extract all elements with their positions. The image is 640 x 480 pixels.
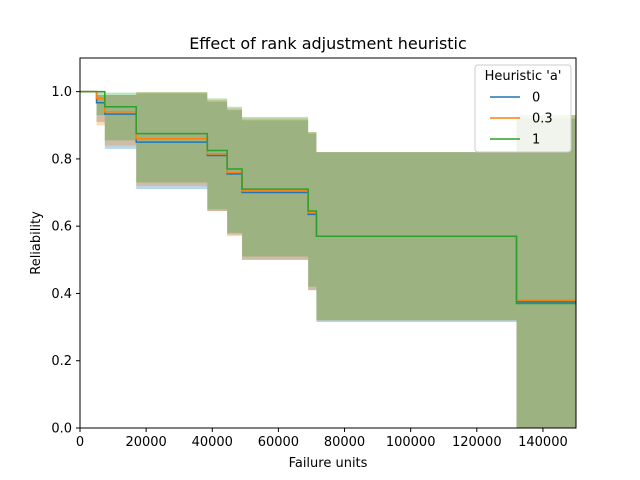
x-axis-label: Failure units [289,456,368,471]
legend-label-series-1: 0.3 [532,112,553,127]
x-tick-label: 80000 [324,435,365,450]
y-tick-label: 0.2 [51,354,72,369]
confidence-band-series-2 [80,91,576,428]
x-tick-label: 100000 [386,435,436,450]
y-tick-label: 0.0 [51,422,72,437]
x-tick-label: 0 [76,435,84,450]
x-tick-label: 120000 [452,435,502,450]
legend-label-series-2: 1 [532,133,540,148]
legend-box [474,64,572,153]
survival-lines [80,90,576,305]
y-tick-label: 1.0 [51,85,72,100]
x-tick-label: 60000 [258,435,299,450]
confidence-band-series-1 [80,91,576,428]
chart-title: Effect of rank adjustment heuristic [189,34,467,53]
legend-label-series-0: 0 [532,91,540,106]
legend-title: Heuristic 'a' [485,69,562,84]
survival-line-series-2 [80,90,576,305]
confidence-band-series-0 [80,91,576,428]
y-tick-label: 0.6 [51,220,72,235]
x-tick-label: 20000 [125,435,166,450]
legend-items: 00.31 [490,91,553,148]
x-tick-label: 140000 [518,435,568,450]
legend: Heuristic 'a' 00.31 [474,64,572,153]
y-axis-label: Reliability [29,211,44,275]
x-axis-ticks: 0 20000 40000 60000 80000 100000 120000 140000 [76,428,568,450]
confidence-bands [80,91,576,428]
plot-frame [79,57,577,429]
y-tick-label: 0.4 [51,287,72,302]
x-tick-label: 40000 [192,435,233,450]
y-axis-ticks: 0.0 0.2 0.4 0.6 0.8 1.0 [51,85,80,437]
y-tick-label: 0.8 [51,152,72,167]
